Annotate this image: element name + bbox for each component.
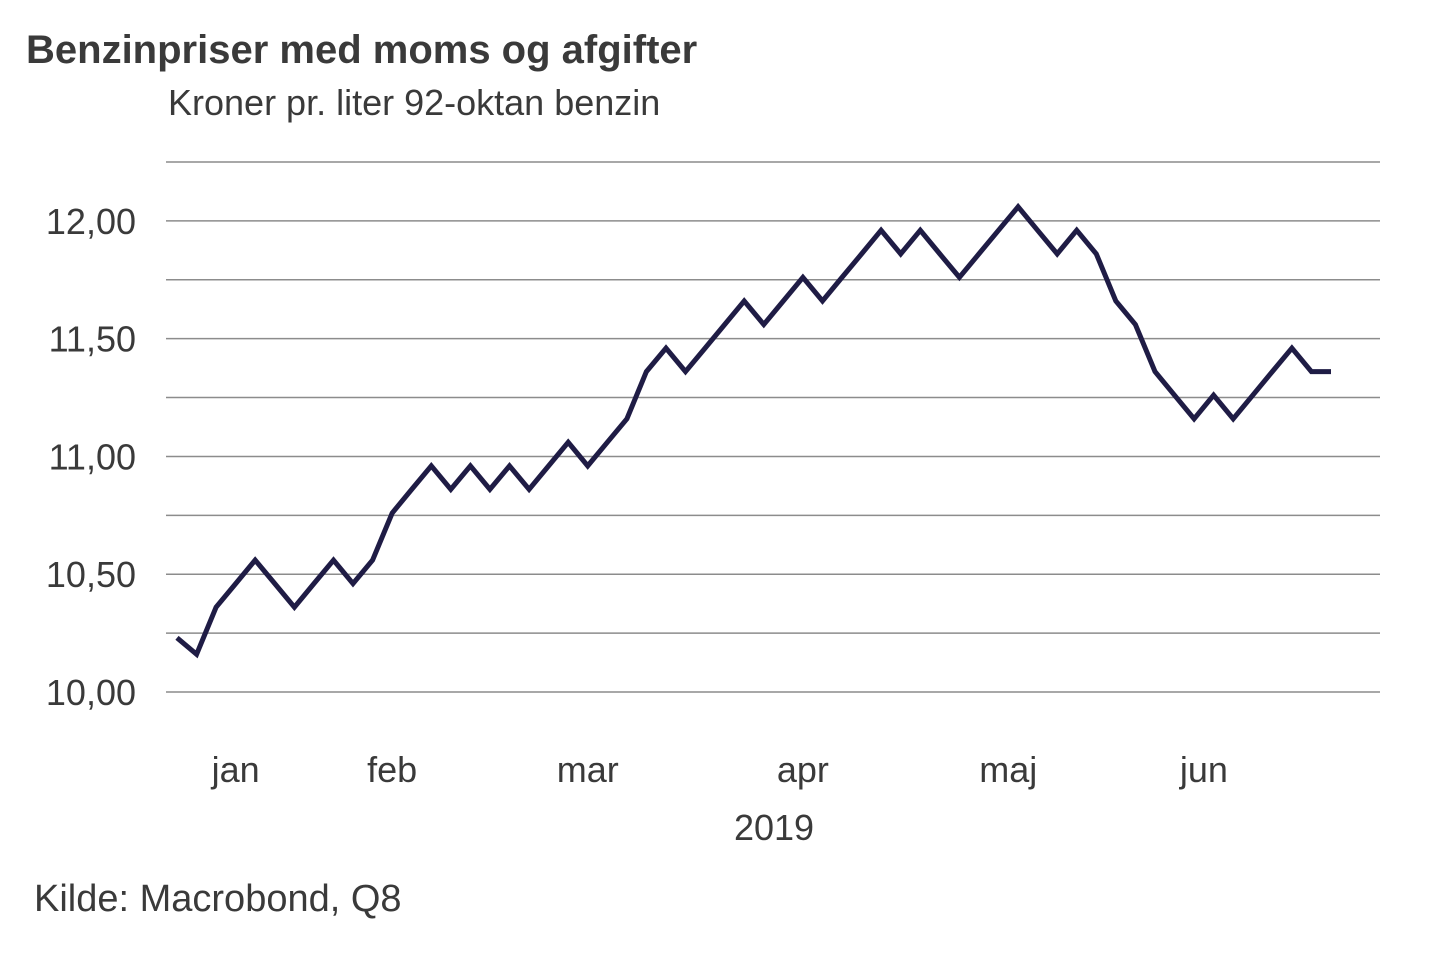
- y-tick-label: 10,50: [46, 554, 136, 595]
- source-note: Kilde: Macrobond, Q8: [34, 878, 402, 920]
- x-tick-label: feb: [367, 749, 417, 790]
- chart-title: Benzinpriser med moms og afgifter: [26, 28, 698, 72]
- gridlines: [166, 161, 1380, 693]
- series-line-0: [175, 202, 1331, 659]
- y-tick-label: 11,00: [49, 436, 136, 477]
- y-tick-label: 12,00: [46, 201, 136, 242]
- x-tick-label: jun: [1179, 749, 1228, 790]
- x-tick-label: apr: [777, 749, 829, 790]
- y-axis-ticks: 10,00 10,50 11,00 11,50 12,00: [46, 201, 136, 713]
- x-tick-label: mar: [557, 749, 619, 790]
- y-tick-label: 11,50: [49, 319, 136, 360]
- x-tick-label: maj: [979, 749, 1037, 790]
- chart-subtitle: Kroner pr. liter 92-oktan benzin: [168, 82, 661, 123]
- x-axis-year-label: 2019: [734, 807, 814, 848]
- series-group: [175, 202, 1331, 659]
- x-tick-label: jan: [211, 749, 260, 790]
- x-axis-ticks: jan feb mar apr maj jun: [211, 749, 1228, 790]
- y-tick-label: 10,00: [46, 672, 136, 713]
